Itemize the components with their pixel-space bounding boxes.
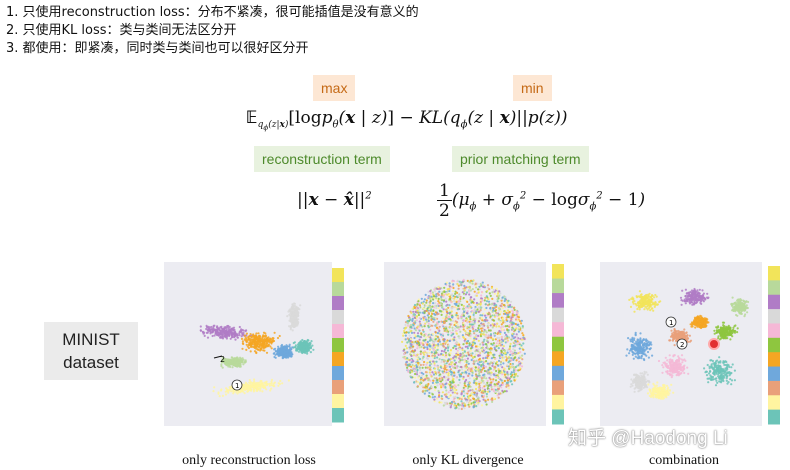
note-line-2: 2. 只使用KL loss：类与类间无法区分开 (6, 23, 237, 38)
caption-kl: only KL divergence (412, 453, 524, 468)
reconstruction-formula: ||x − x̂||2 (297, 190, 372, 210)
combo-colorbar (768, 266, 780, 425)
watermark: 知乎 @Haodong Li (568, 428, 728, 449)
recon-annotation-2: 2 (220, 355, 225, 364)
reconstruction-term-tag: reconstruction term (254, 146, 390, 172)
min-tag: min (513, 75, 552, 101)
max-tag: max (313, 75, 356, 101)
recon-plot: 2 1 (164, 262, 344, 426)
combo-annotation-2: 2 (680, 341, 684, 349)
note-line-3: 3. 都使用：即紧凑，同时类与类间也可以很好区分开 (6, 41, 309, 56)
caption-recon: only reconstruction loss (182, 453, 316, 468)
recon-annotation-1: 1 (235, 382, 239, 390)
kl-colorbar (552, 264, 564, 425)
combo-annotation-1: 1 (669, 319, 673, 327)
dataset-label: MINIST dataset (44, 322, 138, 380)
highlight-marker (708, 338, 720, 350)
combo-plot: 1 2 (600, 262, 780, 426)
prior-matching-term-tag: prior matching term (452, 146, 589, 172)
recon-colorbar (332, 268, 344, 423)
kl-formula: 1 2 (μϕ + σϕ2 − logσϕ2 − 1) (437, 181, 646, 221)
kl-points (401, 278, 527, 411)
caption-combo: combination (649, 453, 719, 468)
elbo-equation: 𝔼qϕ(z|x)[logpθ(x | z)] − KL(qϕ(z | x)||p… (246, 108, 568, 133)
kl-plot (384, 262, 564, 426)
note-line-1: 1. 只使用reconstruction loss：分布不紧凑，很可能插值是没有… (6, 5, 419, 20)
